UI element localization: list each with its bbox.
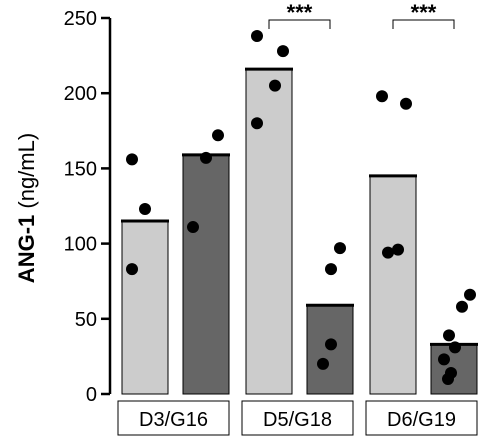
data-point bbox=[392, 243, 404, 256]
significance-label: *** bbox=[411, 0, 437, 25]
y-axis-label: ANG-1 (ng/mL) bbox=[14, 133, 39, 283]
data-point bbox=[317, 357, 329, 370]
group-label-box bbox=[365, 400, 478, 436]
significance-label: *** bbox=[287, 0, 313, 25]
data-point bbox=[139, 203, 151, 216]
y-tick-label: 100 bbox=[64, 234, 97, 256]
y-tick-label: 150 bbox=[64, 158, 97, 180]
bar bbox=[245, 68, 293, 395]
group-label: D3/G16 bbox=[139, 409, 208, 431]
data-point bbox=[442, 372, 454, 385]
y-tick-label: 50 bbox=[75, 309, 97, 331]
data-point bbox=[200, 151, 212, 164]
data-points bbox=[126, 30, 476, 385]
data-point bbox=[456, 300, 468, 313]
y-tick-label: 200 bbox=[64, 83, 97, 105]
data-point bbox=[464, 288, 476, 301]
significance-bracket bbox=[392, 19, 455, 29]
data-point bbox=[325, 338, 337, 351]
group-label-box bbox=[117, 400, 230, 436]
data-point bbox=[251, 117, 263, 130]
bars bbox=[121, 68, 478, 395]
data-point bbox=[269, 79, 281, 92]
significance-brackets: *** *** bbox=[268, 0, 455, 29]
bar bbox=[121, 220, 169, 395]
group-label-box bbox=[241, 400, 354, 436]
data-point bbox=[126, 263, 138, 276]
group-label: D6/G19 bbox=[387, 409, 456, 431]
data-point bbox=[126, 153, 138, 166]
data-point bbox=[187, 221, 199, 234]
y-tick-label: 250 bbox=[64, 8, 97, 30]
data-point bbox=[325, 263, 337, 276]
bar bbox=[182, 154, 230, 395]
bar bbox=[369, 175, 417, 395]
data-point bbox=[443, 329, 455, 342]
significance-bracket bbox=[268, 19, 331, 29]
data-point bbox=[277, 45, 289, 58]
data-point bbox=[449, 341, 461, 354]
group-labels: D3/G16 D5/G18 D6/G19 bbox=[117, 400, 478, 436]
group-label: D5/G18 bbox=[263, 409, 332, 431]
data-point bbox=[212, 129, 224, 142]
y-tick-label: 0 bbox=[86, 384, 97, 406]
data-point bbox=[376, 90, 388, 103]
y-axis: 0 50 100 150 200 250 bbox=[64, 8, 112, 406]
data-point bbox=[334, 242, 346, 255]
data-point bbox=[438, 353, 450, 366]
data-point bbox=[382, 246, 394, 259]
mean-lines bbox=[121, 67, 478, 346]
data-point bbox=[251, 30, 263, 43]
data-point bbox=[400, 97, 412, 110]
